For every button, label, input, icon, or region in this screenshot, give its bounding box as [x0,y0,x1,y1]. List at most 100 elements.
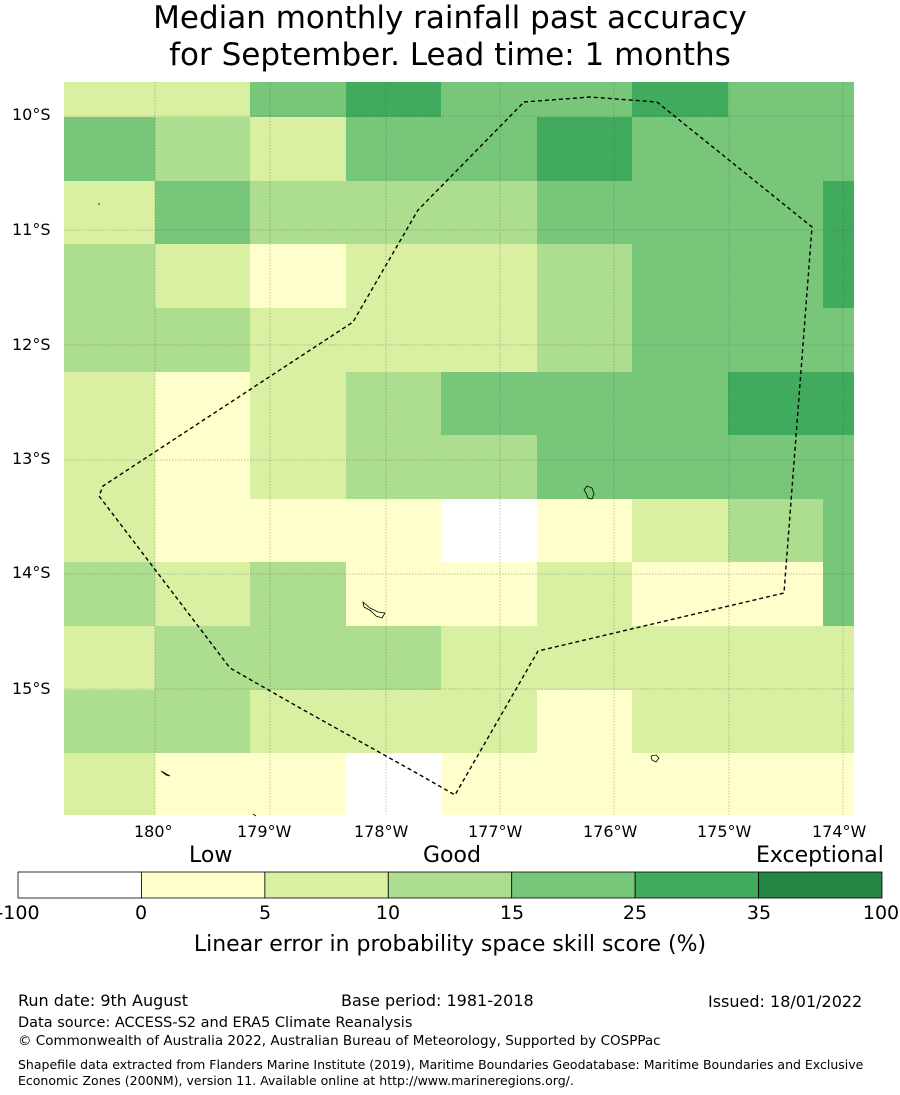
grid-cell [250,626,346,690]
island-outline [252,813,257,817]
grid-cell [155,181,250,244]
grid-cell [250,690,346,753]
grid-cell [346,82,441,117]
grid-cell [728,308,854,372]
colorbar-swatch [141,871,266,899]
copyright: © Commonwealth of Australia 2022, Austra… [18,1033,661,1049]
grid-cell [823,244,854,308]
grid-cell [250,181,346,244]
grid-cell [537,435,632,499]
grid-cell [441,181,537,244]
lon-label: 179°W [237,822,292,841]
grid-cell [346,690,441,753]
grid-cell [346,562,441,626]
grid-cell [155,626,250,690]
colorbar-tick: 10 [375,902,401,924]
grid-cell [441,308,537,372]
grid-cell [728,690,854,753]
grid-cell [155,562,250,626]
title-line-1: Median monthly rainfall past accuracy [153,0,747,36]
grid-cell [632,82,728,117]
grid-cell [250,82,346,117]
colorbar-label: Linear error in probability space skill … [193,932,707,957]
grid-cell [155,753,250,815]
grid-cell [64,435,155,499]
colorbar-tick: 0 [134,902,148,924]
lon-label: 180° [134,822,173,841]
grid-cell [632,181,728,244]
grid-cell [632,690,728,753]
grid-cell [64,117,155,181]
grid-cell [250,753,346,815]
grid-cell [346,626,441,690]
grid-cell [346,117,441,181]
grid-cell [155,372,250,435]
grid-cell [632,244,728,308]
colorbar-swatch [387,871,513,899]
grid-cell [64,690,155,753]
grid-cell [441,372,537,435]
grid-cell [346,181,441,244]
grid-cell [250,244,346,308]
grid-cell [537,690,632,753]
grid-cell [155,690,250,753]
grid-cells [64,82,854,815]
lat-label: 14°S [12,563,51,582]
colorbar-swatch [17,871,142,899]
grid-cell [632,435,728,499]
colorbar-word-exceptional: Exceptional [756,843,884,868]
grid-cell [537,562,632,626]
colorbar-swatch [511,871,636,899]
grid-cell [250,562,346,626]
grid-cell [64,308,155,372]
skill-score-map [64,82,854,817]
grid-cell [155,499,250,562]
colorbar-swatch [264,871,389,899]
grid-cell [632,562,728,626]
run-date: Run date: 9th August [18,991,188,1010]
grid-cell [632,753,728,815]
grid-cell [632,308,728,372]
lat-label: 15°S [12,679,51,698]
grid-cell [64,562,155,626]
lon-label: 177°W [468,822,523,841]
grid-cell [441,753,537,815]
lat-label: 11°S [12,220,51,239]
colorbar-tick: 25 [622,902,648,924]
grid-cell [64,626,155,690]
grid-cell [632,372,728,435]
lon-label: 174°W [812,822,867,841]
grid-cell [728,82,854,117]
colorbar-tick: 5 [258,902,272,924]
grid-cell [346,435,441,499]
grid-cell [64,181,155,244]
colorbar-swatch [758,871,883,899]
colorbar [17,871,883,899]
grid-cell [64,244,155,308]
eez-boundary [98,96,813,796]
grid-cell [441,562,537,626]
colorbar-swatch [634,871,759,899]
lon-label: 175°W [697,822,752,841]
grid-cell [537,308,632,372]
grid-cell [155,435,250,499]
grid-cell [64,82,155,117]
grid-cell [728,753,854,815]
grid-cell [250,308,346,372]
grid-cell [250,499,346,562]
grid-cell [728,372,854,435]
island-outline [650,754,660,763]
grid-cell [250,117,346,181]
graticule [64,82,854,815]
grid-cell [537,181,632,244]
grid-cell [728,626,854,690]
grid-cell [64,753,155,815]
grid-cell [823,499,854,562]
issued-date: Issued: 18/01/2022 [708,992,863,1011]
grid-cell [346,244,441,308]
grid-cell [537,372,632,435]
grid-cell [632,499,728,562]
colorbar-word-good: Good [423,843,481,868]
grid-cell [632,626,728,690]
data-source: Data source: ACCESS-S2 and ERA5 Climate … [18,1015,413,1031]
